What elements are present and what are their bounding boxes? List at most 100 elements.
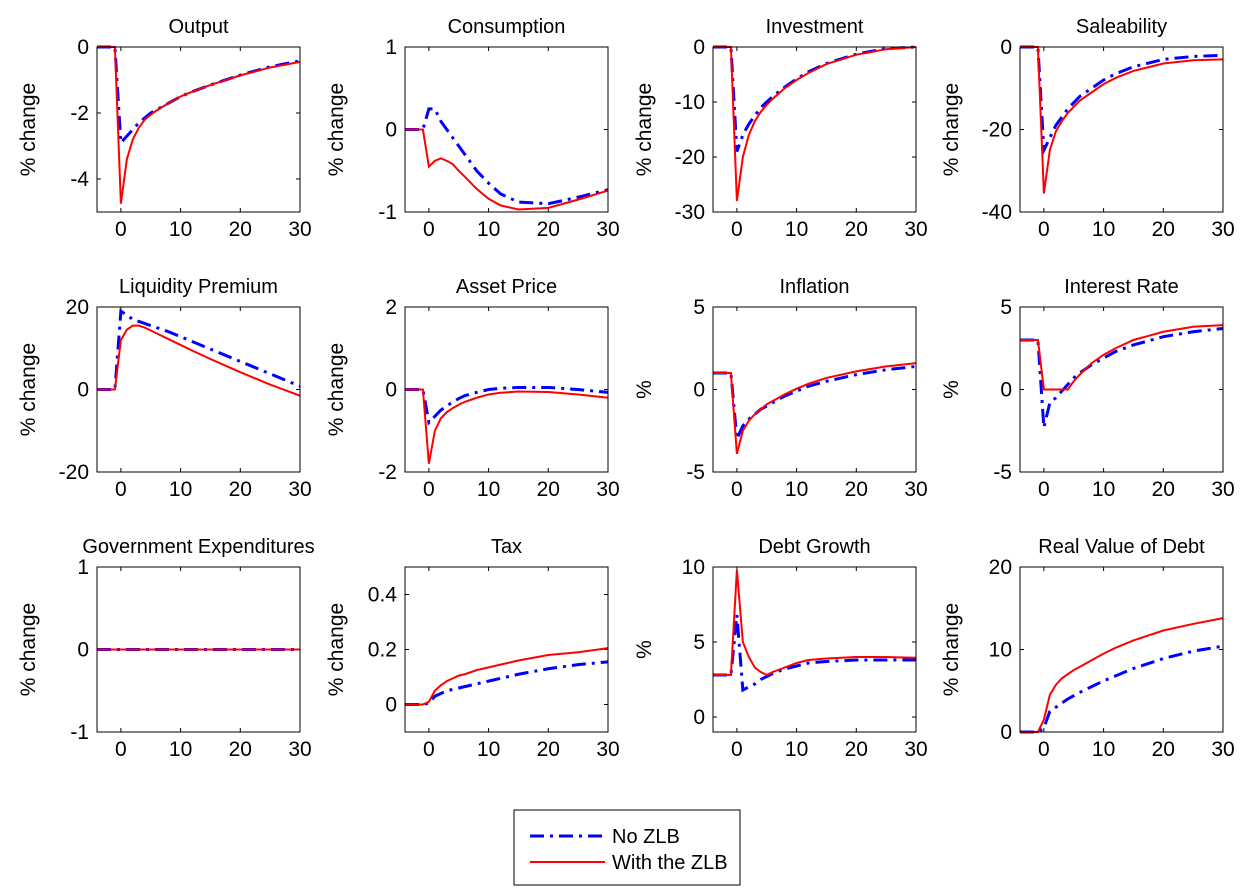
y-tick-label: 1 (77, 556, 89, 579)
subplot-title: Saleability (1076, 16, 1167, 38)
y-tick-label: 10 (989, 639, 1012, 662)
y-axis-label: % change (325, 83, 348, 176)
x-tick-label: 30 (596, 218, 619, 241)
y-tick-label: 0 (693, 36, 705, 59)
y-tick-label: 20 (66, 296, 89, 319)
axes-frame (712, 566, 917, 733)
x-tick-label: 10 (169, 738, 192, 761)
plot-area (713, 307, 916, 472)
x-tick-label: 20 (1152, 478, 1175, 501)
x-tick-label: 30 (596, 478, 619, 501)
series-line (713, 569, 917, 677)
x-tick-label: 30 (288, 478, 311, 501)
x-tick-label: 0 (115, 478, 127, 501)
subplot-title: Asset Price (456, 276, 557, 298)
x-tick-label: 0 (423, 478, 435, 501)
subplot-title: Real Value of Debt (1038, 536, 1205, 558)
series-line (1020, 644, 1224, 734)
x-tick-label: 0 (115, 738, 127, 761)
x-tick-label: 10 (785, 218, 808, 241)
plot-area (405, 567, 608, 732)
x-tick-label: 10 (785, 478, 808, 501)
y-tick-label: 2 (385, 296, 397, 319)
x-tick-label: 30 (1211, 478, 1234, 501)
subplot-title: Debt Growth (758, 536, 870, 558)
x-tick-label: 0 (731, 218, 743, 241)
y-tick-label: 0 (693, 706, 705, 729)
x-tick-label: 10 (1092, 218, 1115, 241)
y-tick-label: -1 (70, 721, 89, 744)
x-tick-label: 10 (477, 218, 500, 241)
y-tick-label: -30 (675, 201, 705, 224)
y-tick-label: 0.2 (368, 639, 397, 662)
legend-box (513, 809, 741, 886)
x-tick-label: 0 (731, 738, 743, 761)
x-tick-label: 20 (845, 738, 868, 761)
y-axis-label: % change (325, 603, 348, 696)
x-tick-label: 20 (1152, 738, 1175, 761)
axes-frame (404, 306, 609, 473)
y-tick-label: 0 (385, 119, 397, 142)
axes-frame (96, 306, 301, 473)
y-axis-label: % (633, 380, 656, 399)
y-tick-label: 0.4 (368, 584, 398, 607)
y-tick-label: 0 (1000, 36, 1012, 59)
subplot-title: Tax (491, 536, 522, 558)
series-line (405, 128, 609, 211)
y-tick-label: 0 (77, 639, 89, 662)
x-tick-label: 20 (537, 218, 560, 241)
series-line (1020, 46, 1224, 194)
x-tick-label: 20 (537, 478, 560, 501)
series-line (405, 647, 609, 706)
axes-frame (1019, 566, 1224, 733)
y-tick-label: -20 (59, 461, 89, 484)
series-line (713, 46, 917, 202)
subplot-title: Output (168, 16, 228, 38)
y-tick-label: 0 (1000, 721, 1012, 744)
axes-frame (96, 46, 301, 213)
y-axis-label: % change (17, 343, 40, 436)
y-tick-label: -5 (993, 461, 1012, 484)
y-tick-label: 0 (385, 694, 397, 717)
x-tick-label: 30 (288, 218, 311, 241)
series-line (97, 308, 301, 391)
x-tick-label: 30 (904, 478, 927, 501)
y-tick-label: -2 (378, 461, 397, 484)
subplot-title: Liquidity Premium (119, 276, 278, 298)
y-tick-label: -20 (675, 146, 705, 169)
x-tick-label: 10 (477, 478, 500, 501)
subplot-title: Investment (766, 16, 864, 38)
series-line (97, 46, 301, 204)
series-line (1020, 45, 1224, 156)
subplot-title: Inflation (779, 276, 849, 298)
x-tick-label: 0 (423, 218, 435, 241)
plot-area (1020, 567, 1223, 732)
series-line (713, 364, 917, 445)
y-tick-label: 0 (77, 36, 89, 59)
x-tick-label: 10 (477, 738, 500, 761)
y-tick-label: 0 (693, 379, 705, 402)
y-axis-label: % change (940, 603, 963, 696)
axes-frame (712, 306, 917, 473)
x-tick-label: 10 (1092, 478, 1115, 501)
series-line (405, 388, 609, 464)
x-tick-label: 20 (537, 738, 560, 761)
y-tick-label: -20 (982, 119, 1012, 142)
y-axis-label: % change (17, 603, 40, 696)
x-tick-label: 10 (1092, 738, 1115, 761)
x-tick-label: 30 (904, 218, 927, 241)
y-tick-label: -5 (686, 461, 705, 484)
y-tick-label: 20 (989, 556, 1012, 579)
axes-frame (404, 566, 609, 733)
legend-label: No ZLB (612, 826, 680, 848)
series-line (97, 324, 301, 397)
plot-area (405, 47, 608, 212)
y-tick-label: 0 (1000, 379, 1012, 402)
plot-area (1020, 47, 1223, 212)
x-tick-label: 30 (596, 738, 619, 761)
y-tick-label: -10 (675, 91, 705, 114)
plot-area (713, 47, 916, 212)
y-tick-label: -1 (378, 201, 397, 224)
series-line (713, 614, 916, 693)
